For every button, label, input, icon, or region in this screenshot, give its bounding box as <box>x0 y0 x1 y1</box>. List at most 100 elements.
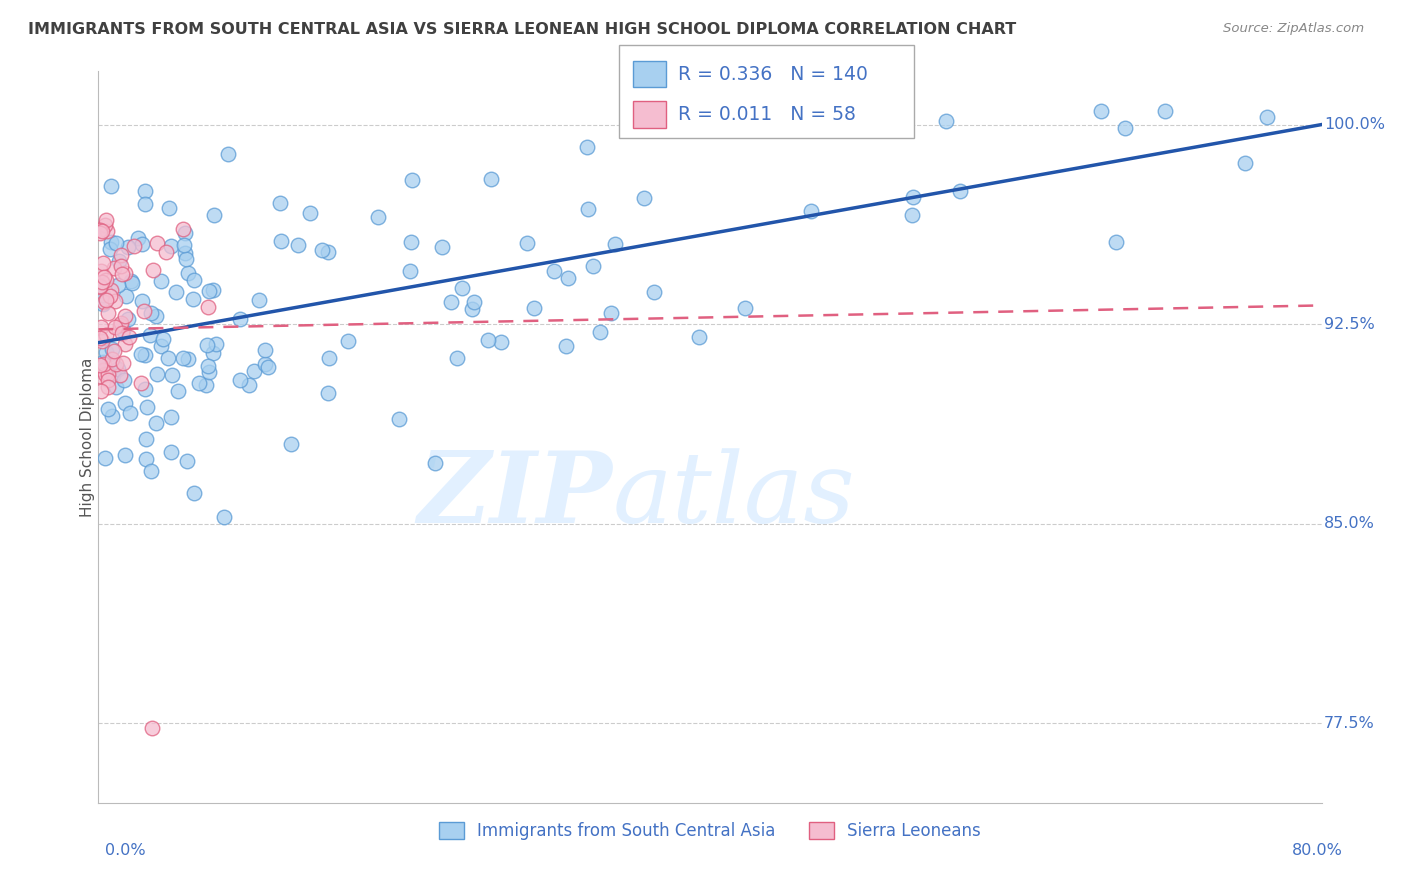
Point <box>183 273 205 287</box>
Point <box>270 234 292 248</box>
Point <box>93 295 115 310</box>
Point <box>91 334 114 348</box>
Point <box>117 240 139 254</box>
Point <box>174 246 197 260</box>
Point <box>103 343 125 358</box>
Legend: Immigrants from South Central Asia, Sierra Leoneans: Immigrants from South Central Asia, Sier… <box>432 815 988 847</box>
Point <box>152 332 174 346</box>
Point <box>229 311 252 326</box>
Point <box>104 357 127 371</box>
Point <box>90 384 112 398</box>
Point <box>94 327 117 342</box>
Point <box>269 196 291 211</box>
Text: 92.5%: 92.5% <box>1324 317 1375 332</box>
Point <box>522 301 544 315</box>
Point <box>134 382 156 396</box>
Point <box>217 146 239 161</box>
Point <box>107 361 129 376</box>
Point <box>139 327 162 342</box>
Point <box>198 365 221 379</box>
Point <box>89 222 111 236</box>
Point <box>1114 120 1136 135</box>
Point <box>134 303 156 318</box>
Point <box>160 445 183 459</box>
Point <box>1234 156 1257 170</box>
Point <box>298 205 321 219</box>
Point <box>89 358 111 372</box>
Point <box>156 351 179 365</box>
Point <box>204 209 226 223</box>
Point <box>242 364 264 378</box>
Point <box>734 301 756 315</box>
Text: 80.0%: 80.0% <box>1292 843 1343 858</box>
Point <box>197 300 219 314</box>
Point <box>554 339 576 353</box>
Point <box>195 377 218 392</box>
Point <box>91 287 114 301</box>
Point <box>112 356 135 370</box>
Point <box>100 283 122 297</box>
Text: 77.5%: 77.5% <box>1324 715 1375 731</box>
Point <box>195 338 218 352</box>
Point <box>90 275 112 289</box>
Point <box>280 437 302 451</box>
Point <box>311 244 333 258</box>
Point <box>401 235 423 249</box>
Text: ZIP: ZIP <box>418 448 612 544</box>
Point <box>145 309 167 323</box>
Point <box>89 226 111 240</box>
Point <box>159 239 181 253</box>
Point <box>318 385 340 400</box>
Point <box>103 363 125 377</box>
Point <box>451 281 474 295</box>
Point <box>576 202 599 216</box>
Point <box>96 224 118 238</box>
Point <box>93 357 115 371</box>
Point <box>316 244 339 259</box>
Point <box>108 318 131 333</box>
Point <box>543 264 565 278</box>
Point <box>238 377 260 392</box>
Point <box>257 359 280 374</box>
Point <box>104 319 127 334</box>
Point <box>1090 104 1112 119</box>
Point <box>97 380 120 394</box>
Point <box>118 406 141 420</box>
Point <box>91 355 114 369</box>
Point <box>135 433 157 447</box>
Text: atlas: atlas <box>612 448 855 543</box>
Point <box>134 348 156 362</box>
Point <box>141 263 163 277</box>
Point <box>197 359 219 373</box>
Point <box>173 238 195 252</box>
Point <box>97 306 120 320</box>
Point <box>93 255 115 269</box>
Point <box>108 254 131 268</box>
Point <box>901 208 924 222</box>
Point <box>188 376 211 390</box>
Point <box>253 357 276 371</box>
Point <box>201 284 224 298</box>
Point <box>121 276 143 290</box>
Point <box>98 288 121 302</box>
Point <box>181 293 204 307</box>
Text: R = 0.336   N = 140: R = 0.336 N = 140 <box>678 64 868 84</box>
Point <box>114 395 136 409</box>
Point <box>901 190 924 204</box>
Point <box>105 380 128 394</box>
Point <box>603 236 626 251</box>
Point <box>89 279 111 293</box>
Point <box>430 239 453 253</box>
Point <box>103 260 125 275</box>
Point <box>89 368 111 383</box>
Point <box>212 510 235 524</box>
Point <box>112 373 135 387</box>
Point <box>91 362 114 376</box>
Point <box>399 264 422 278</box>
Point <box>111 326 134 340</box>
Point <box>94 293 117 307</box>
Point <box>800 203 823 218</box>
Point <box>131 237 153 252</box>
Point <box>439 295 461 310</box>
Point <box>134 185 156 199</box>
